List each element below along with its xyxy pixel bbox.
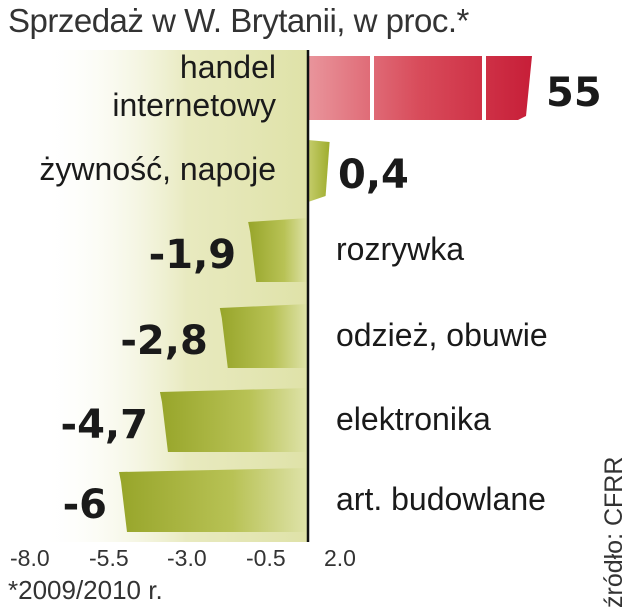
value-label-odziez-obuwie: -2,8 — [120, 318, 207, 364]
highlight-band — [40, 50, 308, 542]
category-label-rozrywka: rozrywka — [336, 231, 464, 267]
source-label: źródło: CFRR — [600, 456, 628, 608]
value-label-rozrywka: -1,9 — [149, 232, 236, 278]
bar-rozrywka — [248, 218, 308, 282]
category-label-handel-internetowy: handel internetowy — [112, 49, 276, 123]
x-tick-label-3: -3.0 — [167, 545, 207, 571]
bar-odziez-obuwie — [219, 304, 308, 368]
value-label-handel-internetowy: 55 — [546, 70, 602, 116]
category-label-odziez-obuwie: odzież, obuwie — [336, 317, 548, 353]
footnote: *2009/2010 r. — [8, 575, 163, 605]
x-tick-label-4: -0.5 — [246, 545, 286, 571]
value-label-elektronika: -4,7 — [60, 402, 147, 448]
chart-title: Sprzedaż w W. Brytanii, w proc.* — [8, 2, 469, 39]
value-label-zywnosc-napoje: 0,4 — [338, 152, 409, 198]
value-label-art-budowlane: -6 — [63, 482, 107, 528]
x-tick-label-5: 2.0 — [324, 545, 356, 571]
x-tick-label-1: -8.0 — [10, 545, 50, 571]
bar-elektronika — [159, 388, 308, 452]
category-label-zywnosc-napoje: żywność, napoje — [39, 151, 276, 187]
bar-handel-internetowy — [308, 56, 532, 120]
bar-art-budowlane — [119, 468, 308, 532]
bar-zywnosc-napoje — [308, 140, 330, 202]
category-label-elektronika: elektronika — [336, 401, 491, 437]
x-tick-label-2: -5.5 — [89, 545, 129, 571]
category-label-art-budowlane: art. budowlane — [336, 481, 546, 517]
